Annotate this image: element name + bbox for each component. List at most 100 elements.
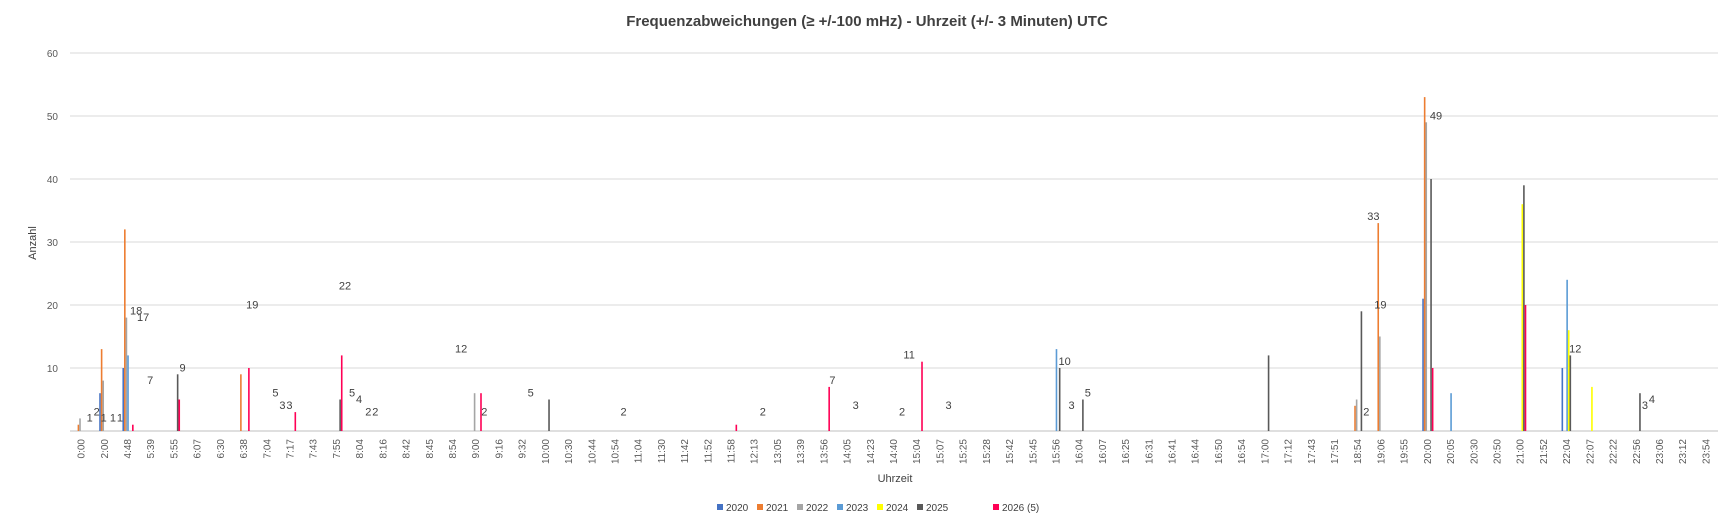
x-tick-label: 19:55 — [1400, 439, 1411, 464]
data-label: 2 — [621, 406, 627, 418]
x-tick-label: 19:06 — [1376, 439, 1387, 464]
x-tick-label: 23:54 — [1701, 439, 1712, 464]
data-label: 3 — [853, 400, 859, 412]
x-tick-label: 20:30 — [1469, 439, 1480, 464]
x-tick-label: 5:39 — [146, 439, 157, 459]
bar — [100, 349, 103, 431]
y-tick-label: 60 — [47, 49, 59, 60]
data-label: 33 — [1367, 211, 1379, 223]
bar — [124, 229, 126, 431]
bars — [77, 97, 1641, 432]
bar — [1267, 355, 1270, 431]
data-label: 4 — [356, 394, 362, 406]
x-tick-label: 8:42 — [402, 439, 413, 459]
x-tick-label: 16:41 — [1168, 439, 1179, 464]
bar — [1561, 368, 1564, 431]
legend-label: 2022 — [806, 503, 829, 514]
x-tick-label: 2:00 — [100, 439, 111, 459]
data-label: 3 — [945, 400, 951, 412]
x-axis-ticks: 0:00 2:00 4:48 5:39 5:55 6:07 6:30 6:38 7:04 7:17… — [77, 439, 1713, 464]
data-label: 17 — [137, 312, 149, 324]
bar — [1379, 336, 1381, 431]
bar — [1360, 311, 1363, 431]
x-tick-label: 22:07 — [1585, 439, 1596, 464]
data-label: 19 — [1374, 299, 1386, 311]
x-tick-label: 14:40 — [889, 439, 900, 464]
x-tick-label: 7:04 — [262, 439, 273, 459]
bar — [240, 374, 242, 431]
data-label: 2 — [1363, 406, 1369, 418]
x-tick-label: 15:56 — [1051, 439, 1062, 464]
bar — [921, 361, 923, 431]
bar — [1058, 368, 1061, 431]
bar — [248, 368, 250, 431]
bar — [1431, 368, 1434, 431]
x-tick-label: 6:38 — [239, 439, 250, 459]
bar — [1082, 399, 1084, 431]
bar — [127, 355, 129, 431]
x-tick-label: 16:44 — [1191, 439, 1202, 464]
x-tick-label: 7:17 — [286, 439, 297, 459]
bar — [480, 393, 482, 431]
data-label: 4 — [1649, 394, 1655, 406]
data-label: 2 — [372, 406, 378, 418]
data-label: 5 — [272, 388, 278, 400]
data-label: 1 — [101, 413, 107, 425]
chart-title: Frequenzabweichungen (≥ +/-100 mHz) - Uh… — [626, 13, 1108, 30]
legend-label: 2024 — [886, 503, 909, 514]
data-label: 2 — [365, 406, 371, 418]
data-label: 5 — [349, 388, 355, 400]
data-label: 3 — [1069, 400, 1075, 412]
bar — [1569, 355, 1572, 431]
x-tick-label: 20:00 — [1423, 439, 1434, 464]
x-tick-label: 9:32 — [518, 439, 529, 459]
data-label: 1 — [110, 413, 116, 425]
x-tick-label: 14:23 — [866, 439, 877, 464]
bar — [132, 424, 134, 431]
y-tick-label: 20 — [47, 301, 59, 312]
x-tick-label: 18:54 — [1353, 439, 1364, 464]
x-tick-label: 20:05 — [1446, 439, 1457, 464]
x-tick-label: 20:50 — [1492, 439, 1503, 464]
x-tick-label: 9:16 — [494, 439, 505, 459]
data-label: 3 — [279, 400, 285, 412]
x-tick-label: 11:30 — [657, 439, 668, 464]
data-label: 1 — [117, 413, 123, 425]
x-tick-label: 22:56 — [1632, 439, 1643, 464]
y-tick-label: 50 — [47, 112, 59, 123]
y-tick-label: 10 — [47, 364, 59, 375]
data-label: 3 — [286, 400, 292, 412]
data-label: 7 — [829, 375, 835, 387]
legend-swatch — [837, 504, 843, 510]
bar — [176, 374, 179, 431]
x-tick-label: 9:00 — [471, 439, 482, 459]
bar — [735, 424, 738, 431]
data-label: 3 — [1642, 400, 1648, 412]
x-tick-label: 16:54 — [1237, 439, 1248, 464]
bar — [102, 380, 105, 431]
x-tick-label: 6:07 — [193, 439, 204, 459]
y-tick-label: 30 — [47, 238, 59, 249]
bar — [1639, 393, 1641, 431]
bar — [1524, 305, 1527, 431]
bar — [77, 424, 80, 431]
bar — [1566, 279, 1568, 431]
x-tick-label: 16:31 — [1144, 439, 1155, 464]
x-tick-label: 6:30 — [216, 439, 227, 459]
bar — [1591, 386, 1593, 431]
x-tick-label: 13:39 — [796, 439, 807, 464]
x-tick-label: 15:25 — [959, 439, 970, 464]
x-tick-label: 10:30 — [564, 439, 575, 464]
bar — [1355, 399, 1358, 431]
bar — [340, 355, 343, 431]
y-tick-label: 40 — [47, 175, 59, 186]
bar — [1354, 405, 1356, 431]
x-tick-label: 11:52 — [703, 439, 714, 464]
x-tick-label: 15:42 — [1005, 439, 1016, 464]
x-tick-label: 17:12 — [1284, 439, 1295, 464]
legend-label: 2025 — [926, 503, 949, 514]
y-axis-ticks: 10 20 30 40 50 60 — [47, 49, 59, 375]
data-label: 18 — [130, 306, 142, 318]
